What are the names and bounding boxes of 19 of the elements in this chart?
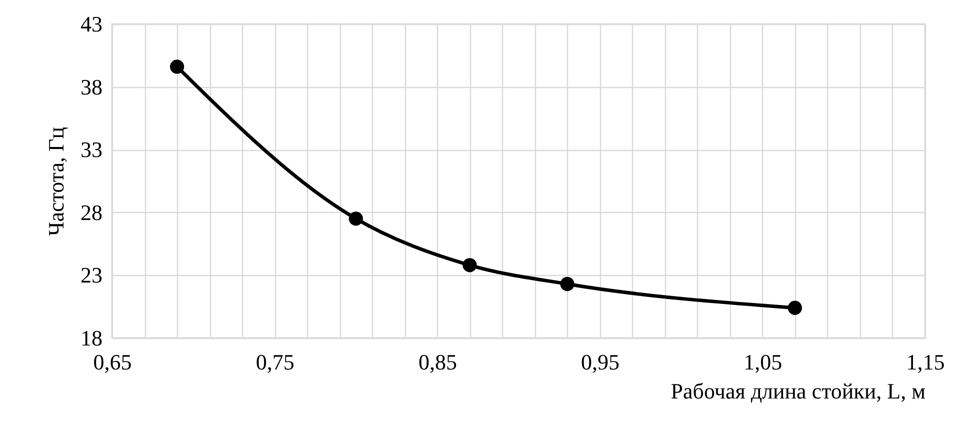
x-tick-label: 0,85 — [418, 350, 457, 374]
point — [560, 276, 574, 292]
point — [348, 212, 363, 226]
x-tick-label: 1,05 — [744, 350, 782, 374]
y-tick-label: 23 — [80, 262, 102, 288]
y-tick-label: 28 — [80, 200, 102, 225]
y-tick-label: 18 — [80, 326, 102, 350]
point — [462, 258, 477, 272]
y-tick-label: 38 — [80, 74, 102, 100]
x-tick-label: 0,65 — [93, 350, 132, 374]
x-tick-label: 0,95 — [581, 350, 620, 374]
point — [170, 60, 184, 74]
x-tick-label: 1,15 — [906, 350, 945, 374]
y-axis-title: Частота, Гц — [44, 126, 68, 236]
x-axis-title: Рабочая длина стойки, L, м — [670, 378, 926, 404]
y-tick-label: 33 — [80, 137, 102, 162]
y-tick-label: 43 — [80, 12, 102, 36]
x-tick-label: 0,75 — [256, 350, 294, 374]
point — [788, 300, 802, 315]
